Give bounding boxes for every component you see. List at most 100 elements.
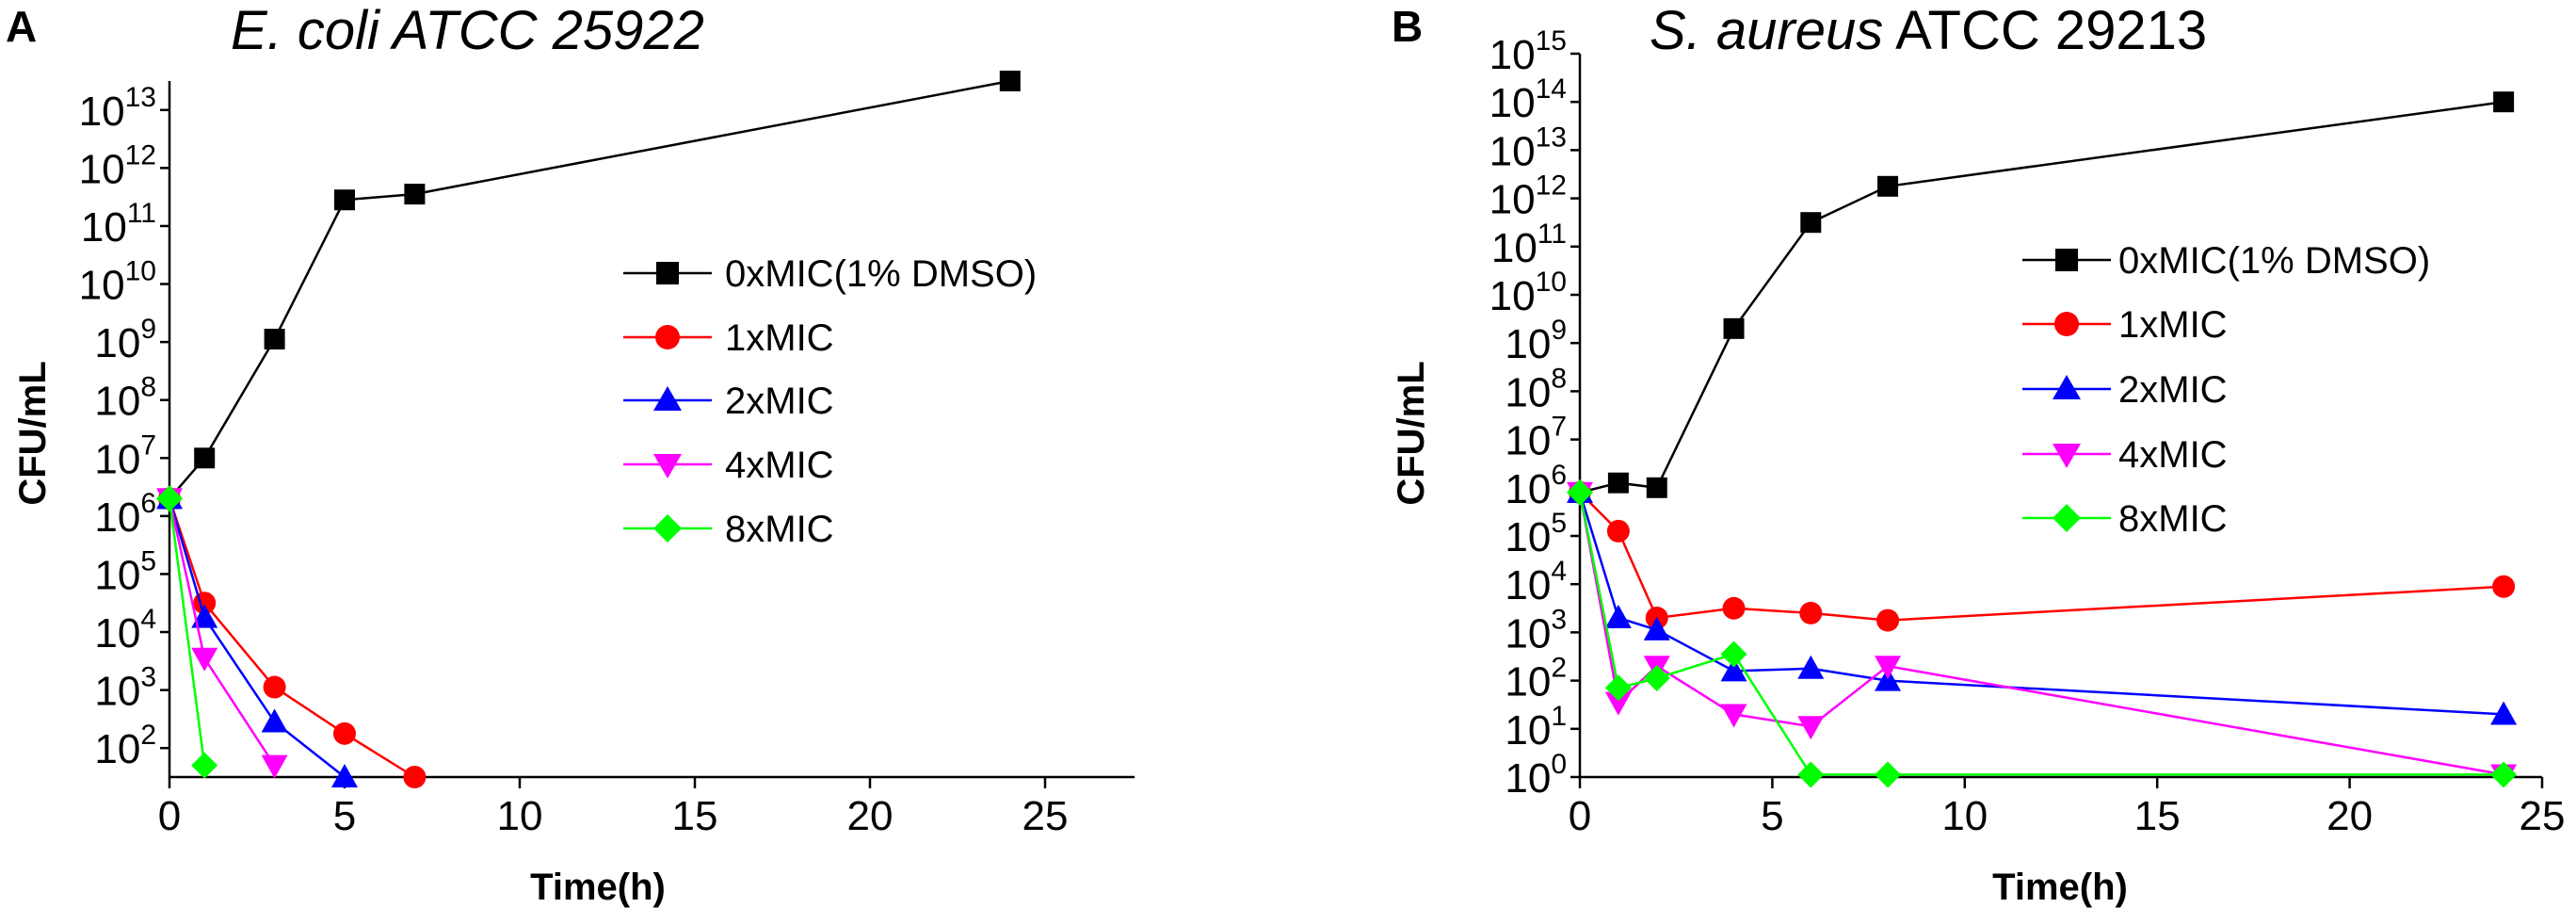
y-tick-label: 1010 — [79, 256, 156, 309]
data-point-diamond — [1604, 674, 1632, 702]
y-tick-label: 106 — [1505, 460, 1567, 512]
panel-a: A E. coli ATCC 25922 1021031041051061071… — [6, 0, 1135, 908]
data-point-triangle-up — [1720, 657, 1747, 682]
x-tick-label: 0 — [158, 793, 181, 839]
data-point-square — [404, 184, 426, 205]
panel-b-title-plain: ATCC 29213 — [1883, 0, 2207, 61]
panel-a-title: E. coli ATCC 25922 — [231, 0, 704, 61]
panel-a-legend: 0xMIC(1% DMSO) 1xMIC 2xMIC 4xMIC 8xMIC — [623, 253, 1037, 550]
panel-a-legend-item-0: 0xMIC(1% DMSO) — [623, 253, 1037, 295]
data-point-triangle-up — [191, 604, 218, 628]
panel-b-x-ticks: 0 5 10 15 20 25 — [1569, 777, 2566, 839]
x-tick-label: 20 — [847, 793, 894, 839]
y-tick-label: 1012 — [79, 139, 156, 192]
legend-square-marker — [656, 262, 679, 284]
panel-b-legend-item-4: 8xMIC — [2022, 498, 2228, 540]
panel-b-title: S. aureus ATCC 29213 — [1650, 0, 2207, 61]
panel-b-legend-item-1: 1xMIC — [2022, 304, 2228, 346]
data-point-square — [1877, 175, 1899, 197]
x-tick-label: 10 — [497, 793, 543, 839]
data-point-diamond — [1720, 640, 1747, 668]
data-point-diamond — [1567, 478, 1593, 506]
series-8xmic — [1567, 478, 2518, 788]
series-1xmic — [1569, 480, 2516, 632]
y-tick-label: 107 — [94, 430, 156, 482]
panel-b-legend-item-2: 2xMIC — [2022, 369, 2228, 411]
panel-a-y-axis-title: CFU/mL — [12, 361, 54, 505]
y-tick-label: 109 — [94, 314, 156, 366]
data-point-triangle-up — [1643, 616, 1670, 640]
data-point-circle — [1722, 596, 1746, 620]
panel-a-x-ticks: 0 5 10 15 20 25 — [158, 777, 1069, 839]
data-point-triangle-up — [331, 764, 358, 787]
series-8xmic — [156, 485, 218, 779]
panel-b-legend-label-4: 8xMIC — [2118, 498, 2228, 540]
panel-b-legend-label-0: 0xMIC(1% DMSO) — [2118, 240, 2430, 282]
series-line — [1578, 492, 2504, 716]
series-line — [1578, 492, 2504, 776]
data-point-square — [264, 329, 285, 350]
y-tick-label: 1013 — [1489, 122, 1567, 174]
series-2xmic — [1567, 478, 2518, 725]
data-point-square — [2493, 91, 2515, 113]
panel-b-y-ticks: 1001011021031041051061071081091010101110… — [1489, 25, 1580, 802]
x-tick-label: 15 — [2134, 793, 2181, 839]
y-tick-label: 1014 — [1489, 73, 1567, 126]
legend-circle-marker — [2054, 312, 2079, 336]
data-point-triangle-down — [1720, 704, 1747, 728]
y-tick-label: 109 — [1505, 315, 1567, 367]
data-point-diamond — [156, 485, 183, 512]
data-point-triangle-down — [1875, 656, 1902, 680]
panel-b: B S. aureus ATCC 29213 10010110210310410… — [1391, 0, 2565, 908]
y-tick-label: 1013 — [79, 82, 156, 135]
y-tick-label: 108 — [94, 372, 156, 425]
legend-square-marker — [2055, 249, 2078, 271]
y-tick-label: 101 — [1505, 701, 1567, 754]
x-tick-label: 20 — [2326, 793, 2373, 839]
series-1xmic — [158, 487, 427, 788]
y-tick-label: 108 — [1505, 363, 1567, 415]
y-tick-label: 100 — [1505, 749, 1567, 802]
data-point-triangle-up — [261, 708, 288, 733]
y-tick-label: 105 — [1505, 508, 1567, 560]
panel-b-legend-item-0: 0xMIC(1% DMSO) — [2022, 240, 2430, 282]
y-tick-label: 104 — [1505, 556, 1567, 608]
panel-b-title-italic: S. aureus — [1650, 0, 1883, 61]
y-tick-label: 1010 — [1489, 267, 1567, 319]
panel-a-series — [156, 71, 1021, 788]
data-point-diamond — [1875, 761, 1902, 788]
data-point-circle — [333, 721, 356, 745]
data-point-diamond — [191, 752, 218, 779]
data-point-triangle-up — [2490, 701, 2518, 725]
panel-a-x-axis-title: Time(h) — [530, 867, 666, 908]
data-point-triangle-down — [261, 754, 288, 779]
data-point-circle — [2492, 575, 2516, 598]
legend-diamond-marker — [653, 514, 682, 543]
panel-b-y-axis-title: CFU/mL — [1391, 361, 1432, 505]
series-line — [1579, 100, 2504, 494]
y-tick-label: 107 — [1505, 412, 1567, 464]
x-tick-label: 25 — [2520, 793, 2566, 839]
panel-a-legend-label-4: 8xMIC — [725, 509, 834, 550]
panel-b-legend-label-1: 1xMIC — [2118, 304, 2228, 346]
series-line — [1578, 492, 2504, 776]
series-line — [168, 498, 346, 778]
data-point-triangle-up — [1797, 655, 1825, 679]
y-tick-label: 102 — [94, 720, 156, 772]
series-line — [1579, 492, 2504, 622]
panel-b-legend-item-3: 4xMIC — [2022, 434, 2228, 476]
data-point-circle — [1876, 608, 1900, 632]
x-tick-label: 5 — [333, 793, 356, 839]
panel-b-x-axis-title: Time(h) — [1992, 867, 2128, 908]
panel-b-letter: B — [1392, 2, 1423, 51]
data-point-triangle-up — [1604, 605, 1632, 629]
panel-a-legend-item-3: 4xMIC — [623, 445, 834, 486]
data-point-triangle-down — [1797, 716, 1825, 740]
y-tick-label: 105 — [94, 545, 156, 598]
x-tick-label: 25 — [1022, 793, 1069, 839]
data-point-triangle-down — [191, 647, 218, 672]
data-point-square — [999, 71, 1021, 91]
data-point-square — [1723, 317, 1745, 339]
series-4xmic — [1567, 481, 2518, 788]
